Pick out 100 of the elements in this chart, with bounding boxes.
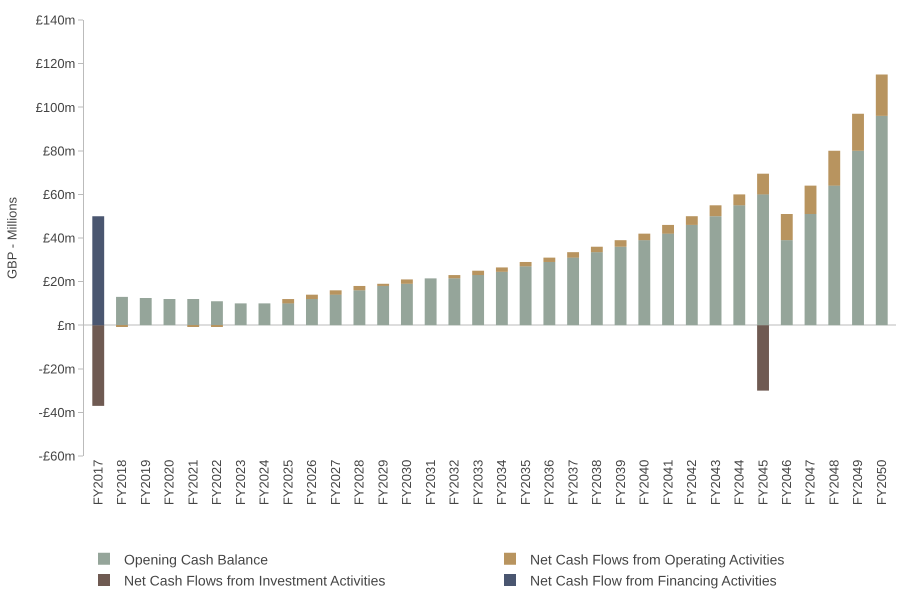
bar <box>520 266 532 326</box>
bar <box>472 275 484 326</box>
bar <box>614 240 627 247</box>
x-tick-label: FY2020 <box>162 460 177 506</box>
x-tick-label: FY2037 <box>565 460 580 506</box>
bar <box>187 299 200 326</box>
y-tick-label: £80m <box>42 143 76 158</box>
bar <box>828 150 840 186</box>
bar <box>92 216 104 326</box>
bar <box>828 186 840 326</box>
bar <box>140 298 152 326</box>
bar <box>567 258 580 326</box>
y-tick-label: £100m <box>36 100 76 115</box>
bar <box>400 279 413 284</box>
bar <box>757 325 769 391</box>
y-tick-label: £m <box>57 318 76 333</box>
bar <box>448 275 460 278</box>
bar <box>686 224 698 326</box>
x-tick-label: FY2050 <box>874 460 889 506</box>
bar <box>638 234 650 240</box>
bar <box>543 258 556 262</box>
bar <box>543 262 556 326</box>
bar <box>282 299 294 304</box>
bar <box>567 252 580 258</box>
x-tick-label: FY2018 <box>114 460 130 506</box>
x-tick-label: FY2031 <box>422 460 438 506</box>
bar <box>400 284 413 326</box>
legend-label: Net Cash Flow from Financing Activities <box>530 572 777 588</box>
x-tick-label: FY2044 <box>732 460 747 506</box>
bar <box>330 294 342 326</box>
x-tick-label: FY2032 <box>446 460 462 506</box>
bar <box>686 216 698 225</box>
x-tick-label: FY2029 <box>375 460 390 506</box>
bar <box>733 194 746 206</box>
x-tick-label: FY2043 <box>708 460 723 506</box>
x-tick-label: FY2040 <box>636 460 652 506</box>
x-tick-label: FY2025 <box>280 460 296 506</box>
x-tick-label: FY2046 <box>779 460 794 506</box>
bar <box>852 114 864 151</box>
bar <box>590 252 603 326</box>
x-tick-label: FY2039 <box>612 460 628 506</box>
bar <box>472 270 484 276</box>
bar <box>116 296 128 326</box>
bar <box>638 240 650 326</box>
bar <box>377 286 390 326</box>
x-tick-label: FY2033 <box>470 460 486 506</box>
bar <box>757 194 769 326</box>
x-tick-label: FY2034 <box>494 460 510 506</box>
y-tick-label: -£40m <box>38 404 76 420</box>
bar <box>282 303 294 326</box>
bar <box>211 301 223 326</box>
bar <box>448 278 460 326</box>
x-tick-label: FY2036 <box>542 460 557 506</box>
bar <box>780 240 793 326</box>
x-tick-label: FY2024 <box>256 460 272 506</box>
x-tick-label: FY2042 <box>684 460 700 506</box>
x-tick-label: FY2035 <box>518 460 533 506</box>
bar <box>92 325 104 406</box>
x-tick-label: FY2049 <box>850 460 866 506</box>
bar <box>306 299 318 326</box>
bar <box>614 246 627 326</box>
x-tick-label: FY2026 <box>304 460 320 506</box>
x-tick-label: FY2045 <box>755 460 770 506</box>
bar <box>662 224 674 234</box>
bar <box>852 150 864 326</box>
x-tick-label: FY2047 <box>802 460 818 506</box>
bar <box>804 214 816 326</box>
y-tick-label: £20m <box>42 274 76 290</box>
bar <box>330 290 342 295</box>
legend-label: Net Cash Flows from Investment Activities <box>124 572 386 588</box>
bar <box>757 174 769 194</box>
x-tick-label: FY2048 <box>826 460 842 506</box>
bar <box>258 303 270 326</box>
x-tick-label: FY2022 <box>209 460 224 506</box>
x-tick-label: FY2038 <box>589 460 604 506</box>
y-tick-label: £140m <box>36 12 76 28</box>
bar <box>662 234 674 326</box>
y-tick-label: £120m <box>36 56 76 72</box>
bar <box>710 205 722 216</box>
legend-label: Opening Cash Balance <box>124 551 268 568</box>
bar <box>780 214 793 240</box>
bar <box>876 116 888 326</box>
bar <box>520 262 532 266</box>
bar <box>496 267 508 272</box>
bar <box>590 246 603 252</box>
bar <box>306 294 318 300</box>
y-tick-label: £60m <box>42 186 76 202</box>
x-tick-label: FY2017 <box>90 460 106 506</box>
x-tick-label: FY2030 <box>399 460 414 506</box>
x-tick-label: FY2021 <box>185 460 200 506</box>
x-tick-label: FY2019 <box>138 460 153 506</box>
bar <box>164 299 176 326</box>
bar <box>710 216 722 326</box>
bar <box>234 303 247 326</box>
x-tick-label: FY2027 <box>328 460 343 506</box>
x-tick-label: FY2023 <box>232 460 248 506</box>
bar <box>876 74 888 116</box>
bar <box>804 186 816 214</box>
y-tick-label: -£20m <box>38 361 76 376</box>
bar <box>353 290 366 326</box>
